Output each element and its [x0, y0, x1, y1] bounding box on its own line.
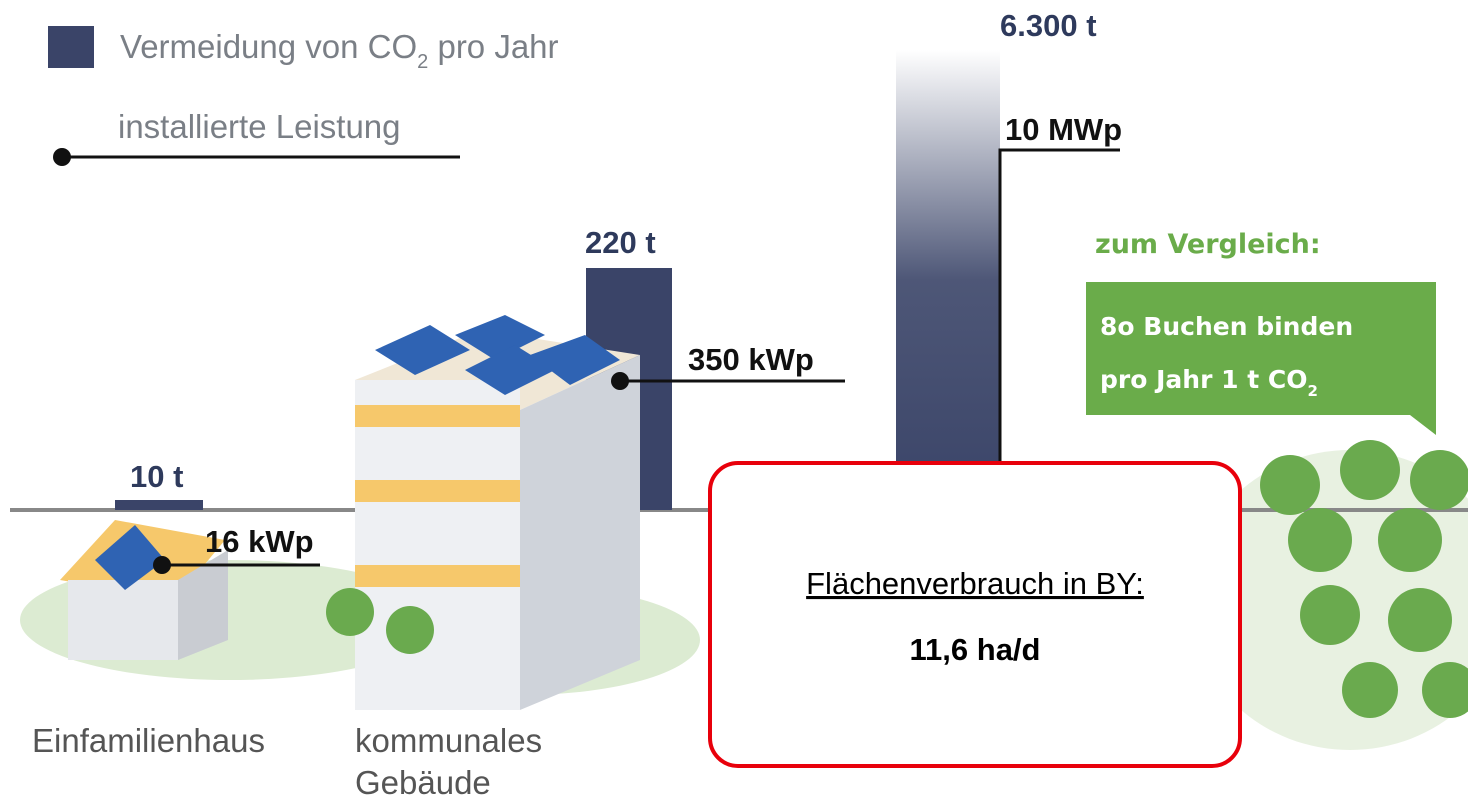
house-side	[178, 550, 228, 660]
callout-value: 11,6 ha/d	[910, 632, 1041, 667]
power-line	[998, 148, 1120, 520]
bar	[896, 50, 1000, 510]
house	[68, 580, 178, 660]
comparison-text: 8o Buchen binden	[1100, 312, 1353, 341]
legend-dot	[53, 148, 71, 166]
trees	[326, 440, 1468, 718]
building-side	[520, 355, 640, 710]
co2-label: 6.300 t	[1000, 8, 1097, 43]
legend-swatch	[48, 26, 94, 68]
comparison-text: pro Jahr 1 t CO2	[1100, 365, 1318, 400]
power-label: 16 kWp	[205, 524, 314, 559]
stripe	[355, 480, 520, 502]
co2-label: 10 t	[130, 459, 183, 494]
comparison-heading: zum Vergleich:	[1095, 229, 1321, 260]
category-label: Gebäude	[355, 764, 491, 801]
solar-panel	[530, 335, 620, 385]
power-label: 350 kWp	[688, 342, 814, 377]
stripe	[355, 565, 520, 587]
solar-panel	[375, 325, 470, 375]
legend-co2: Vermeidung von CO2 pro Jahr	[120, 28, 559, 73]
callout-box	[708, 461, 1242, 768]
legend-power: installierte Leistung	[118, 108, 401, 145]
solar-panel	[465, 345, 555, 395]
power-label: 10 MWp	[1005, 112, 1122, 147]
co2-label: 220 t	[585, 225, 656, 260]
category-label: kommunales	[355, 722, 542, 759]
power-dot	[153, 556, 171, 574]
bar	[115, 500, 203, 510]
stripe	[355, 405, 520, 427]
speech-bubble	[1086, 282, 1436, 435]
solar-panel	[95, 525, 165, 590]
solar-panel	[455, 315, 545, 360]
callout-title: Flächenverbrauch in BY:	[806, 566, 1144, 601]
category-label: Einfamilienhaus	[32, 722, 265, 759]
building	[355, 380, 520, 710]
power-dot	[611, 372, 629, 390]
